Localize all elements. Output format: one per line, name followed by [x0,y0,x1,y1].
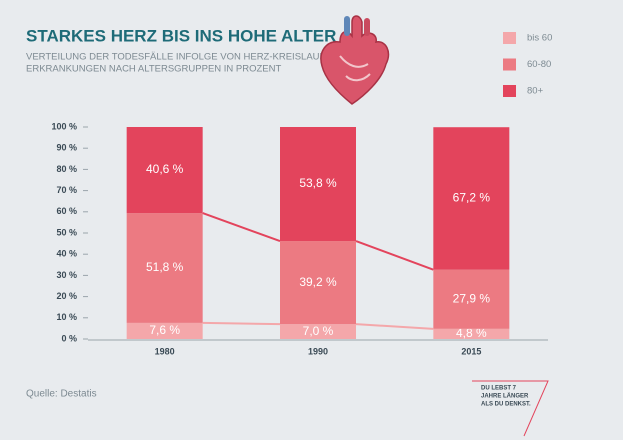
y-tick-label: 20 % [56,291,77,301]
bar-segment [280,127,356,242]
connector-line [202,212,434,271]
legend-label: bis 60 [527,33,552,44]
legend-swatch [503,58,516,71]
value-label: 40,6 % [146,162,184,176]
bar-segment [126,213,203,323]
value-label: 7,6 % [149,323,180,337]
value-label: 67,2 % [453,191,491,205]
bar-segment [433,269,510,329]
y-tick-label: 40 % [56,249,77,259]
value-label: 4,8 % [456,326,487,340]
value-label: 53,8 % [299,176,337,190]
y-tick-label: 50 % [56,227,77,237]
value-label: 27,9 % [453,291,491,305]
legend-label: 60-80 [527,59,551,70]
x-tick-label: 2015 [461,346,481,356]
y-tick-label: 10 % [56,312,77,322]
value-label: 39,2 % [299,275,337,289]
y-tick-label: 100 % [51,121,77,131]
y-tick-label: 60 % [56,206,77,216]
bar-segment [280,241,356,325]
y-tick-label: 70 % [56,185,77,195]
slogan: JAHRE LÄNGER [481,393,529,400]
bar-segment [126,127,203,214]
y-tick-label: 30 % [56,270,77,280]
subtitle: VERTEILUNG DER TODESFÄLLE INFOLGE VON HE… [26,52,328,63]
legend-swatch [503,85,516,97]
bar-segment [433,328,510,339]
chart-title: STARKES HERZ BIS INS HOHE ALTER [26,26,336,45]
bar-segment [280,324,356,339]
connector-line [202,321,434,330]
value-label: 51,8 % [146,260,184,274]
bar-segment [126,322,203,339]
subtitle: ERKRANKUNGEN NACH ALTERSGRUPPEN IN PROZE… [26,64,282,75]
legend-swatch [503,32,516,44]
legend-label: 80+ [527,86,544,97]
y-tick-label: 0 % [61,333,77,343]
slogan: ALS DU DENKST. [481,402,531,408]
heart-illustration [320,15,390,105]
slogan: DU LEBST 7 [481,386,517,392]
value-label: 7,0 % [303,324,334,338]
y-tick-label: 80 % [56,164,77,174]
bar-segment [433,127,510,270]
y-tick-label: 90 % [56,143,77,153]
source: Quelle: Destatis [26,389,97,400]
x-tick-label: 1980 [155,346,175,356]
x-tick-label: 1990 [308,346,328,356]
slogan-frame [472,380,549,437]
